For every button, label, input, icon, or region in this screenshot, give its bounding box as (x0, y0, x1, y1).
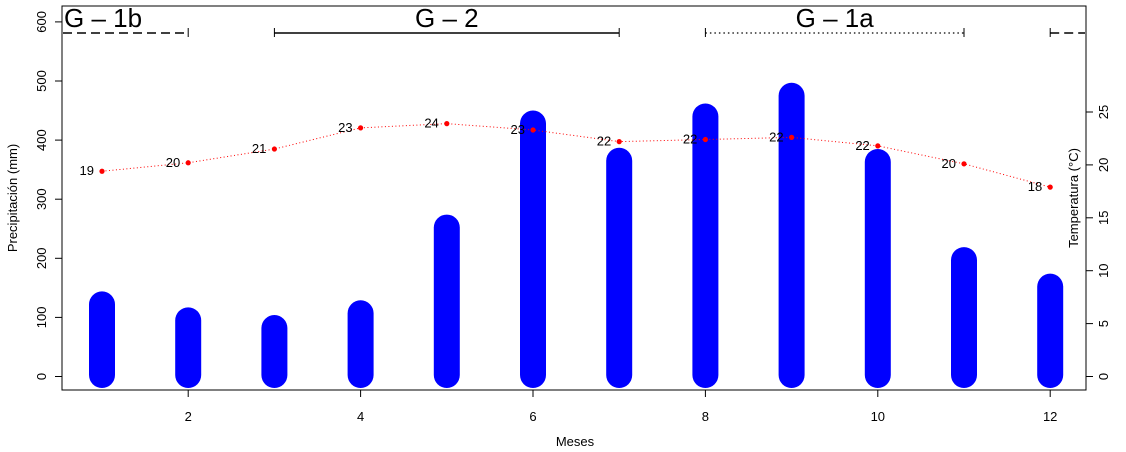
temperature-label-month-1: 19 (80, 163, 94, 178)
y-left-tick-label-600: 600 (34, 11, 49, 33)
y-left-tick-label-200: 200 (34, 247, 49, 269)
y-left-tick-label-400: 400 (34, 129, 49, 151)
y-right-tick-label-20: 20 (1096, 158, 1111, 172)
bar-month-2 (175, 307, 202, 388)
y-right-tick-label-5: 5 (1096, 320, 1111, 327)
bar-month-8 (692, 103, 719, 389)
precipitation-bars (89, 82, 1064, 389)
x-tick-label-6: 6 (529, 409, 536, 424)
temperature-series: 19 20 21 23 24 23 22 22 22 22 20 18 (80, 116, 1053, 194)
temperature-point-month-8 (702, 136, 709, 143)
bar-month-4 (347, 300, 374, 388)
temperature-label-month-9: 22 (769, 129, 783, 144)
temperature-label-month-8: 22 (683, 132, 697, 147)
temperature-point-month-12 (1047, 184, 1053, 190)
temperature-label-month-7: 22 (597, 134, 611, 149)
temperature-label-month-10: 22 (855, 138, 869, 153)
group-markers: G – 1b G – 2 G – 1a (63, 3, 1085, 37)
temperature-point-month-10 (875, 143, 881, 149)
temperature-point-month-1 (99, 168, 105, 174)
temperature-label-month-11: 20 (942, 156, 956, 171)
y-right-tick-label-25: 25 (1096, 105, 1111, 119)
bar-month-9 (778, 82, 805, 389)
y-left-tick-label-100: 100 (34, 307, 49, 329)
temperature-label-month-4: 23 (338, 120, 352, 135)
temperature-point-month-9 (789, 134, 795, 140)
x-tick-label-4: 4 (357, 409, 364, 424)
group-label-3: G – 1a (796, 3, 875, 33)
y-axis-left-title: Precipitación (mm) (5, 144, 20, 252)
temperature-point-month-3 (271, 146, 277, 152)
y-right-tick-label-10: 10 (1096, 263, 1111, 277)
group-label-2: G – 2 (415, 3, 479, 33)
temperature-label-month-6: 23 (511, 122, 525, 137)
temperature-label-month-5: 24 (424, 116, 438, 131)
temperature-line (101, 123, 1051, 188)
bar-month-11 (951, 247, 977, 388)
bar-month-7 (606, 147, 633, 388)
bar-month-3 (261, 315, 288, 388)
temperature-label-month-2: 20 (166, 155, 180, 170)
bar-month-1 (89, 291, 115, 388)
temperature-point-month-11 (961, 161, 967, 167)
temperature-label-month-12: 18 (1028, 179, 1042, 194)
x-axis-title: Meses (556, 434, 595, 449)
bar-month-6 (520, 110, 546, 388)
y-left-tick-label-500: 500 (34, 70, 49, 92)
y-right-tick-label-0: 0 (1096, 373, 1111, 380)
y-right-tick-label-15: 15 (1096, 211, 1111, 225)
temperature-point-month-4 (358, 125, 364, 131)
temperature-point-month-2 (185, 160, 191, 166)
y-left-tick-label-0: 0 (34, 373, 49, 380)
temperature-point-month-7 (616, 139, 622, 145)
bar-month-10 (864, 148, 891, 388)
y-axis-right-title: Temperatura (°C) (1066, 148, 1081, 248)
group-label-1: G – 1b (64, 3, 142, 33)
bar-month-5 (433, 214, 460, 388)
bar-month-12 (1037, 273, 1064, 388)
temperature-label-month-3: 21 (252, 141, 266, 156)
x-tick-label-2: 2 (185, 409, 192, 424)
temperature-point-month-5 (444, 121, 450, 127)
plot-frame (61, 5, 1087, 391)
x-tick-label-12: 12 (1043, 409, 1057, 424)
x-tick-label-8: 8 (702, 409, 709, 424)
temperature-point-month-6 (530, 127, 536, 133)
y-left-tick-label-300: 300 (34, 188, 49, 210)
x-tick-label-10: 10 (871, 409, 885, 424)
